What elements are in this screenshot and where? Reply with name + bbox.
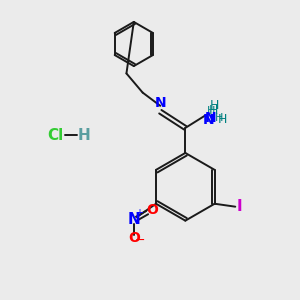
Text: H: H	[77, 128, 90, 143]
Text: N: N	[205, 111, 217, 125]
Text: N: N	[154, 96, 166, 110]
Text: N: N	[203, 113, 215, 127]
Text: O: O	[146, 202, 158, 217]
Text: H: H	[215, 113, 223, 123]
Text: −: −	[135, 234, 146, 247]
Text: H: H	[218, 113, 227, 127]
Text: +: +	[135, 208, 143, 218]
Text: H: H	[210, 99, 220, 112]
Text: N: N	[128, 212, 140, 227]
Text: H: H	[209, 104, 219, 117]
Text: O: O	[128, 231, 140, 245]
Text: I: I	[237, 199, 242, 214]
Text: H: H	[207, 106, 215, 116]
Text: Cl: Cl	[48, 128, 64, 143]
